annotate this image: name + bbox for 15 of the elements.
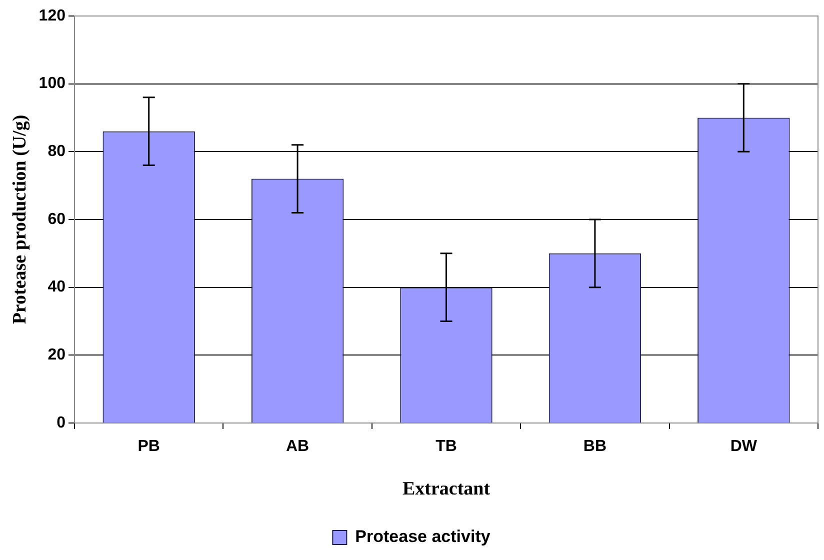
y-tick-label: 120 — [38, 7, 66, 24]
y-axis-title: Protease production (U/g) — [9, 114, 30, 324]
x-tick-label: AB — [286, 438, 310, 456]
legend-label: Protease activity — [355, 527, 491, 546]
y-tick-label: 40 — [48, 278, 66, 296]
y-tick-label: 100 — [38, 75, 66, 92]
x-axis-title: Extractant — [402, 478, 491, 500]
y-tick-label: 60 — [48, 210, 66, 228]
y-tick-label: 20 — [48, 346, 66, 364]
x-tick-label: BB — [583, 438, 607, 456]
y-tick-label: 0 — [56, 414, 66, 432]
x-tick-label: TB — [436, 438, 457, 456]
y-tick-label: 80 — [48, 143, 66, 160]
x-tick-label: DW — [730, 438, 758, 456]
x-tick-label: PB — [138, 438, 160, 456]
